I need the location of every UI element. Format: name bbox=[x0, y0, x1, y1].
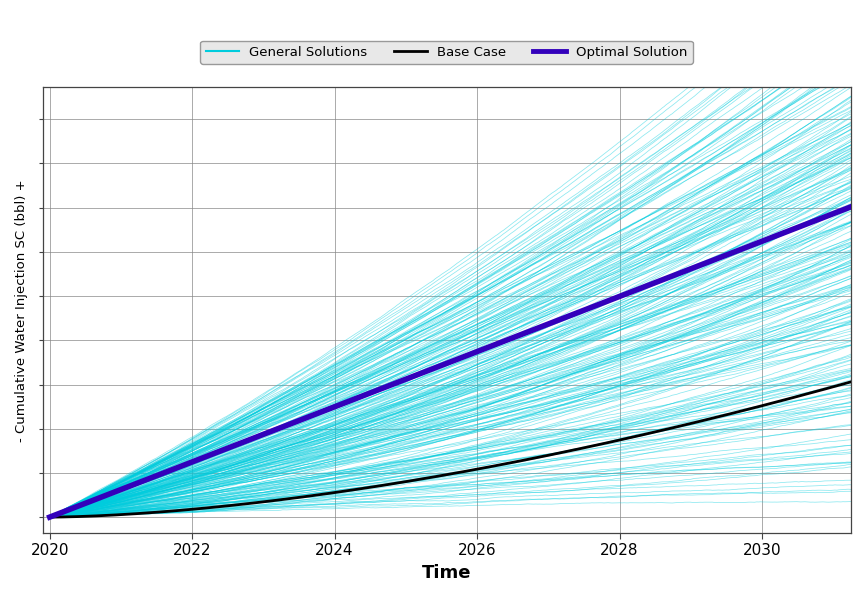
Y-axis label: - Cumulative Water Injection SC (bbl) +: - Cumulative Water Injection SC (bbl) + bbox=[15, 179, 28, 442]
Legend: General Solutions, Base Case, Optimal Solution: General Solutions, Base Case, Optimal So… bbox=[201, 41, 693, 64]
X-axis label: Time: Time bbox=[422, 564, 472, 582]
